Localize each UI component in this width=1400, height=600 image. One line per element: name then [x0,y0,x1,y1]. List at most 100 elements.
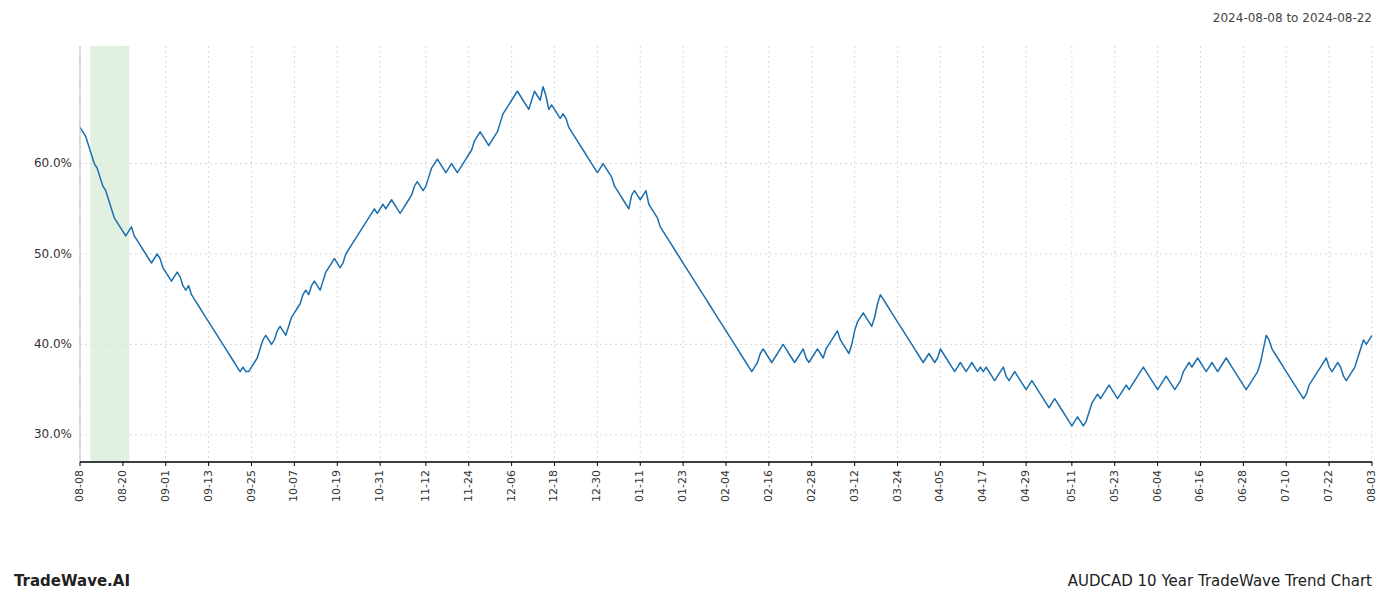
x-tick [468,462,469,466]
x-tick-label: 02-04 [719,470,732,502]
x-tick-label: 10-31 [373,470,386,502]
x-tick [683,462,684,466]
x-grid-line [1329,46,1330,462]
y-grid-line [80,163,1372,164]
x-grid-line [1157,46,1158,462]
x-tick-label: 08-08 [73,470,86,502]
x-tick-label: 06-04 [1151,470,1164,502]
x-grid-line [380,46,381,462]
x-grid-line [1071,46,1072,462]
x-tick [1329,462,1330,466]
x-grid-line [983,46,984,462]
x-tick [640,462,641,466]
x-grid-line [1286,46,1287,462]
y-tick-label: 40.0% [34,337,72,351]
x-tick-label: 04-05 [933,470,946,502]
x-grid-line [337,46,338,462]
x-grid-line [1243,46,1244,462]
x-grid-line [1026,46,1027,462]
x-tick-label: 11-24 [462,470,475,502]
x-tick [1286,462,1287,466]
x-tick [208,462,209,466]
x-grid-line [1114,46,1115,462]
x-grid-line [854,46,855,462]
x-tick [251,462,252,466]
x-tick-label: 07-22 [1322,470,1335,502]
x-grid-line [165,46,166,462]
trend-line [80,87,1372,426]
title: AUDCAD 10 Year TradeWave Trend Chart [1068,572,1372,590]
x-tick-label: 11-12 [419,470,432,502]
x-tick [165,462,166,466]
x-grid-line [468,46,469,462]
x-tick-label: 08-03 [1365,470,1378,502]
x-tick-label: 04-17 [976,470,989,502]
x-tick-label: 06-16 [1193,470,1206,502]
x-grid-line [1372,46,1373,462]
y-grid-line [80,434,1372,435]
x-tick [337,462,338,466]
chart-container: 30.0% 40.0% 50.0% 60.0% 08-08 08-20 09-01 09-13… [0,0,1400,600]
x-tick [425,462,426,466]
x-tick [1114,462,1115,466]
x-tick-label: 10-07 [287,470,300,502]
x-tick [811,462,812,466]
x-tick-label: 12-18 [547,470,560,502]
x-tick-label: 03-24 [891,470,904,502]
x-tick-label: 05-23 [1108,470,1121,502]
x-tick [897,462,898,466]
chart-svg: 30.0% 40.0% 50.0% 60.0% 08-08 08-20 09-01 09-13… [0,0,1400,600]
y-axis-line [80,46,81,462]
x-grid-line [511,46,512,462]
x-grid-line [425,46,426,462]
x-tick [983,462,984,466]
x-tick [122,462,123,466]
x-tick [554,462,555,466]
x-grid-line [597,46,598,462]
x-grid-line [683,46,684,462]
x-tick-label: 06-28 [1236,470,1249,502]
x-grid-line [726,46,727,462]
x-tick-label: 09-13 [202,470,215,502]
axes: 30.0% 40.0% 50.0% 60.0% 08-08 08-20 09-01 09-13… [34,46,1378,502]
x-tick [294,462,295,466]
x-grid-line [940,46,941,462]
x-grid-line [294,46,295,462]
x-tick-label: 10-19 [330,470,343,502]
x-grid-line [768,46,769,462]
x-tick [1071,462,1072,466]
x-tick-label: 09-25 [245,470,258,502]
x-tick [940,462,941,466]
y-tick-label: 30.0% [34,427,72,441]
x-tick-label: 05-11 [1065,470,1078,502]
x-tick-label: 01-11 [633,470,646,502]
x-tick [768,462,769,466]
x-tick-label: 02-28 [805,470,818,502]
shaded-region [90,46,129,462]
x-tick [380,462,381,466]
x-tick-label: 04-29 [1019,470,1032,502]
y-grid-line [80,254,1372,255]
x-tick-label: 12-30 [590,470,603,502]
x-tick-label: 03-12 [848,470,861,502]
x-tick-label: 12-06 [505,470,518,502]
x-tick-label: 09-01 [159,470,172,502]
x-tick [1200,462,1201,466]
x-grid-line [1200,46,1201,462]
y-tick-label: 50.0% [34,247,72,261]
x-tick [1243,462,1244,466]
x-grid-line [251,46,252,462]
x-grid-line [80,46,81,462]
x-grid-line [640,46,641,462]
x-tick-label: 07-10 [1279,470,1292,502]
y-tick-label: 60.0% [34,156,72,170]
x-grid-line [208,46,209,462]
x-tick-label: 02-16 [762,470,775,502]
x-tick-label: 08-20 [116,470,129,502]
x-tick [511,462,512,466]
x-tick-label: 01-23 [676,470,689,502]
plot-area [80,46,1372,462]
x-tick [726,462,727,466]
grid [80,46,1372,462]
x-grid-line [897,46,898,462]
